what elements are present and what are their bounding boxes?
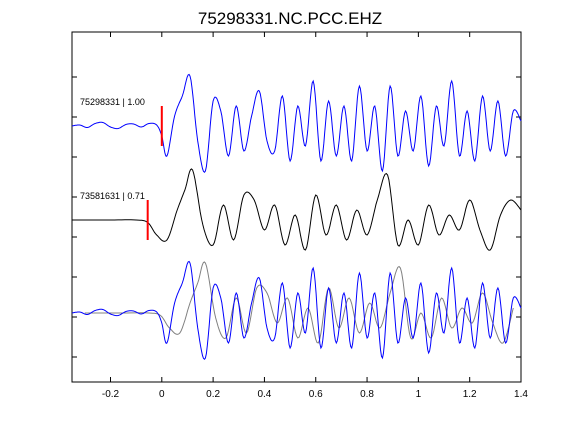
trace-panels: 75298331 | 1.00 73581631 | 0.71 [71, 73, 522, 361]
trace-panel: 73581631 | 0.71 [72, 168, 522, 251]
waveform-blue [71, 73, 522, 174]
waveform-gray [84, 261, 514, 344]
trace-panel: 75298331 | 1.00 [71, 73, 522, 174]
x-tick-label: 0.4 [257, 389, 271, 400]
x-tick-label: 1.2 [463, 389, 477, 400]
trace-label: 73581631 | 0.71 [80, 191, 145, 201]
x-tick-label: 0.6 [309, 389, 323, 400]
waveform-black [72, 168, 522, 251]
x-axis: -0.2 0 0.2 0.4 0.6 0.8 1 1.2 1.4 [102, 32, 528, 400]
x-tick-label: 0 [159, 389, 165, 400]
plot-frame [71, 31, 522, 383]
y-tick-marks [72, 76, 521, 358]
x-tick-label: 0.2 [206, 389, 220, 400]
waveform-blue [71, 260, 522, 361]
x-tick-label: -0.2 [102, 389, 120, 400]
x-tick-label: 1 [416, 389, 422, 400]
chart-title: 75298331.NC.PCC.EHZ [198, 9, 382, 28]
trace-label: 75298331 | 1.00 [80, 97, 145, 107]
x-tick-label: 0.8 [360, 389, 374, 400]
trace-panel [71, 260, 522, 361]
x-tick-label: 1.4 [514, 389, 528, 400]
